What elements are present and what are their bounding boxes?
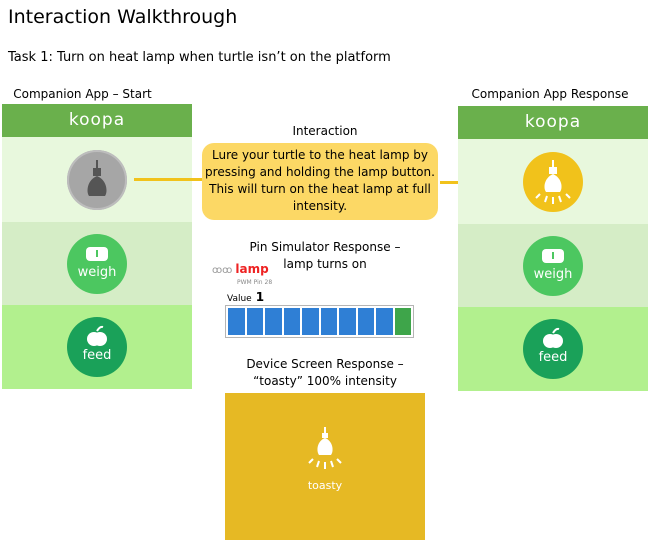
apple-icon <box>543 327 563 348</box>
feed-label: feed <box>538 350 568 365</box>
weigh-button[interactable]: weigh <box>523 235 583 296</box>
scale-icon <box>542 248 564 263</box>
task-description: Task 1: Turn on heat lamp when turtle is… <box>8 50 391 65</box>
level-segment <box>302 308 319 335</box>
weigh-row: weigh <box>458 224 648 307</box>
pin-logo-icon: ꝏꝏ <box>212 265 233 276</box>
companion-app-response: koopa weigh <box>458 106 648 391</box>
pin-name-label: lamp <box>235 262 269 276</box>
pin-level-bar[interactable] <box>225 305 414 338</box>
companion-app-start: koopa weigh feed <box>2 104 192 389</box>
level-segment <box>394 308 411 335</box>
pin-simulator-caption: Pin Simulator Response – lamp turns on <box>215 239 435 273</box>
level-segment <box>357 308 374 335</box>
device-caption-line2: “toasty” 100% intensity <box>253 374 397 388</box>
interaction-caption: Interaction <box>292 124 358 138</box>
level-segment <box>246 308 263 335</box>
pin-name: ꝏꝏ lamp <box>212 262 269 276</box>
pin-caption-line1: Pin Simulator Response – <box>249 240 401 254</box>
pin-caption-line2: lamp turns on <box>283 257 367 271</box>
interaction-bubble: Lure your turtle to the heat lamp by pre… <box>202 143 438 220</box>
scale-icon <box>86 246 108 261</box>
arrow-start-to-interaction <box>134 178 204 181</box>
companion-start-caption: Companion App – Start <box>13 87 152 101</box>
feed-row: feed <box>2 305 192 389</box>
app-header: koopa <box>458 106 648 139</box>
weigh-label: weigh <box>533 266 573 282</box>
companion-response-caption: Companion App Response <box>471 87 629 101</box>
level-segment <box>339 308 356 335</box>
device-screen-caption: Device Screen Response – “toasty” 100% i… <box>215 356 435 390</box>
device-screen: toasty <box>225 393 425 540</box>
lightbulb-on-icon <box>308 427 342 469</box>
weigh-label: weigh <box>77 264 117 280</box>
feed-row: feed <box>458 307 648 391</box>
app-header: koopa <box>2 104 192 137</box>
feed-button[interactable]: feed <box>67 317 127 377</box>
page-title: Interaction Walkthrough <box>8 6 238 28</box>
apple-icon <box>87 325 107 346</box>
lamp-button[interactable] <box>523 151 583 212</box>
feed-button[interactable]: feed <box>523 319 583 379</box>
device-label: toasty <box>307 479 343 492</box>
pin-subtitle: PWM Pin 28 <box>237 279 273 286</box>
pin-value-label: Value <box>227 294 252 304</box>
lamp-button[interactable] <box>67 149 127 210</box>
level-segment <box>283 308 300 335</box>
level-segment <box>228 308 245 335</box>
lightbulb-icon <box>87 159 107 196</box>
weigh-button[interactable]: weigh <box>67 233 127 294</box>
pin-value-row: Value 1 <box>227 290 264 304</box>
level-segment <box>376 308 393 335</box>
weigh-row: weigh <box>2 222 192 305</box>
pin-value: 1 <box>255 290 265 304</box>
level-segment <box>320 308 337 335</box>
lamp-row <box>458 139 648 224</box>
device-caption-line1: Device Screen Response – <box>246 357 404 371</box>
feed-label: feed <box>82 348 112 363</box>
level-segment <box>265 308 282 335</box>
lightbulb-on-icon <box>535 159 571 204</box>
